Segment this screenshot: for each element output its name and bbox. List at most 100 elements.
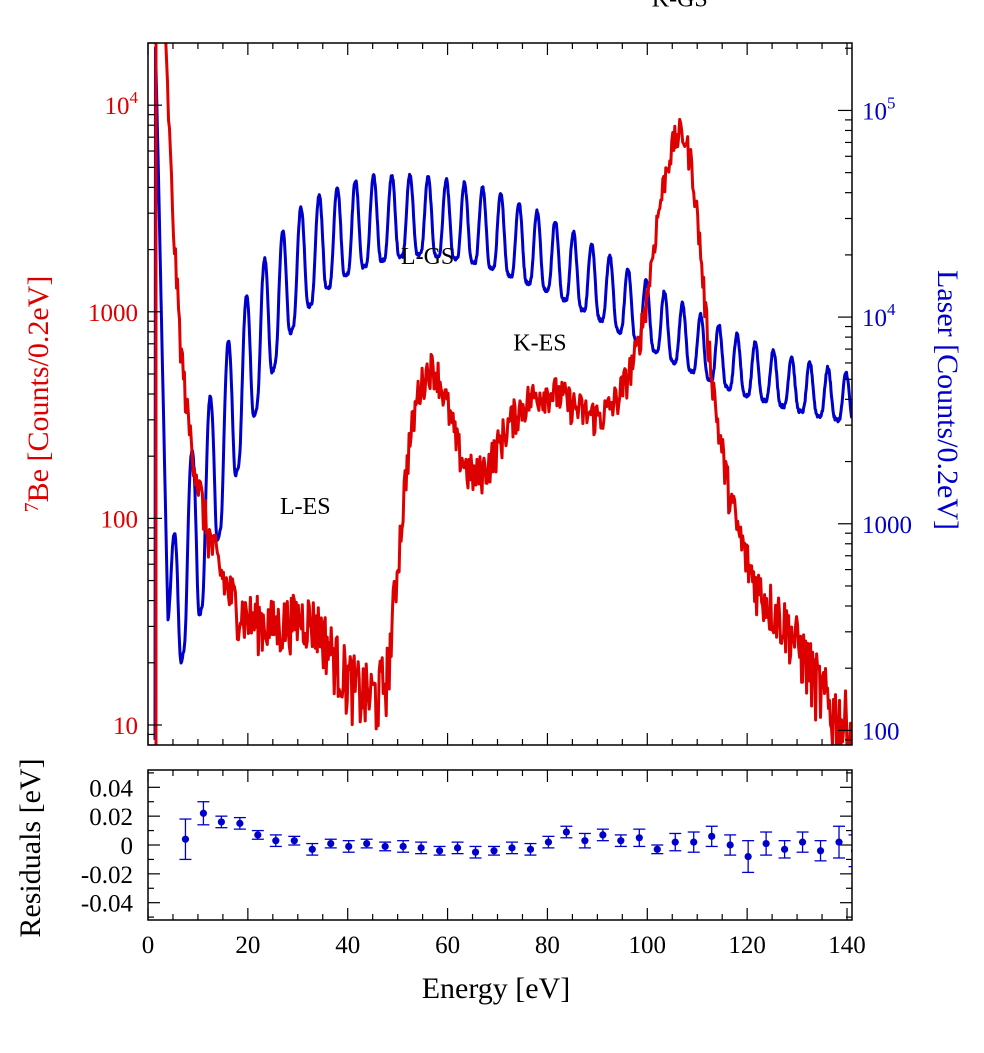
peak-label: K-GS <box>652 0 708 13</box>
residual-marker <box>453 844 462 852</box>
left-axis-title-sup: 7 <box>21 502 43 512</box>
residual-point <box>760 831 773 856</box>
residual-point <box>651 844 664 855</box>
residual-point <box>633 828 646 848</box>
residual-marker <box>690 838 698 846</box>
y-tick-label-base: 10 <box>862 98 887 125</box>
residual-point <box>306 842 319 856</box>
x-tick-label: 60 <box>435 932 460 959</box>
y-tick-label-exponent: 5 <box>887 93 896 112</box>
residual-point <box>269 834 282 848</box>
residual-marker <box>308 845 316 853</box>
residual-panel: 0.040.020-0.02-0.04 0 20 40 60 80 100 120 140 R… <box>14 758 866 1005</box>
residual-point <box>724 834 737 856</box>
residual-marker <box>435 847 444 855</box>
residual-marker <box>581 837 589 845</box>
residual-marker <box>671 838 679 846</box>
y-tick-label: 10 <box>113 713 138 740</box>
residual-marker <box>617 837 625 845</box>
residual-marker <box>526 845 535 853</box>
residual-marker <box>399 842 407 851</box>
residual-point <box>360 838 373 849</box>
residual-point <box>524 842 537 856</box>
y-tick-label: 104 <box>862 300 896 332</box>
residual-marker <box>653 845 661 853</box>
peak-annotations: K-GS L-GS K-ES L-ES <box>280 0 708 520</box>
residual-marker <box>345 842 353 851</box>
residual-y-tick-label: 0.04 <box>89 775 133 802</box>
residual-marker <box>599 831 607 839</box>
residual-marker <box>471 848 480 856</box>
residual-point <box>179 818 192 861</box>
residual-axis-title: Residuals [eV] <box>14 758 47 937</box>
residual-point <box>778 840 791 859</box>
residual-point <box>814 840 827 862</box>
residual-marker <box>217 818 225 826</box>
residual-marker <box>363 839 371 848</box>
residual-point <box>488 845 501 856</box>
residual-point <box>197 801 210 826</box>
residual-points <box>179 801 852 874</box>
residual-point <box>848 834 852 868</box>
residual-point <box>596 828 609 842</box>
residual-point <box>451 841 464 855</box>
y-tick-label-base: 10 <box>862 305 887 332</box>
residual-point <box>397 840 410 853</box>
residual-marker <box>762 839 770 848</box>
residual-marker <box>635 834 643 842</box>
residual-marker <box>236 819 244 827</box>
residual-marker <box>490 847 498 855</box>
y-tick-label: 105 <box>862 93 896 125</box>
y-tick-label-base: 100 <box>862 718 900 745</box>
residual-y-tick-label: -0.02 <box>81 862 133 889</box>
main-ticks <box>147 43 848 745</box>
left-axis-title-text: Be [Counts/0.2eV] <box>22 276 55 503</box>
residual-point <box>542 835 555 849</box>
residual-point <box>215 815 228 829</box>
residual-marker <box>562 828 571 836</box>
peak-label: L-GS <box>401 244 454 270</box>
x-tick-label: 140 <box>828 932 866 959</box>
residual-point <box>687 831 700 853</box>
be7-series-line <box>154 43 852 745</box>
y-tick-label-base: 100 <box>101 506 139 533</box>
y-tick-label-base: 1000 <box>862 512 912 539</box>
left-axis-title: 7Be [Counts/0.2eV] <box>21 276 55 513</box>
residual-point <box>415 841 428 855</box>
y-tick-label: 104 <box>105 88 139 120</box>
residual-point <box>433 845 446 856</box>
y-tick-label-base: 10 <box>113 713 138 740</box>
residual-marker <box>417 844 425 852</box>
residual-marker <box>290 837 298 845</box>
residual-point <box>233 816 246 830</box>
x-tick-labels: 0 20 40 60 80 100 120 140 <box>142 932 866 959</box>
y-tick-label-exponent: 4 <box>130 88 139 107</box>
x-tick-label: 100 <box>629 932 667 959</box>
residual-point <box>251 829 264 840</box>
x-tick-label: 80 <box>535 932 560 959</box>
residual-point <box>669 832 682 852</box>
residual-point <box>469 845 482 859</box>
right-axis-title: Laser [Counts/0.2eV] <box>931 270 964 530</box>
y-tick-label: 100 <box>862 718 900 745</box>
residual-point <box>705 825 718 848</box>
residual-y-tick-label: 0.02 <box>89 804 133 831</box>
residual-marker <box>744 852 752 861</box>
residual-marker <box>780 845 789 853</box>
x-tick-label: 0 <box>142 932 155 959</box>
residual-frame <box>147 769 853 921</box>
residual-marker <box>835 838 843 846</box>
residual-y-tick-label: -0.04 <box>81 891 134 918</box>
y-tick-label: 100 <box>101 506 139 533</box>
residual-marker <box>798 838 807 846</box>
x-tick-label: 20 <box>235 932 260 959</box>
residual-point <box>796 831 809 853</box>
residual-marker <box>381 842 389 851</box>
residual-point <box>742 840 755 874</box>
laser-series-line <box>153 46 852 742</box>
residual-point <box>505 841 518 855</box>
y-tick-label-base: 10 <box>105 93 130 120</box>
residual-marker <box>181 835 190 843</box>
